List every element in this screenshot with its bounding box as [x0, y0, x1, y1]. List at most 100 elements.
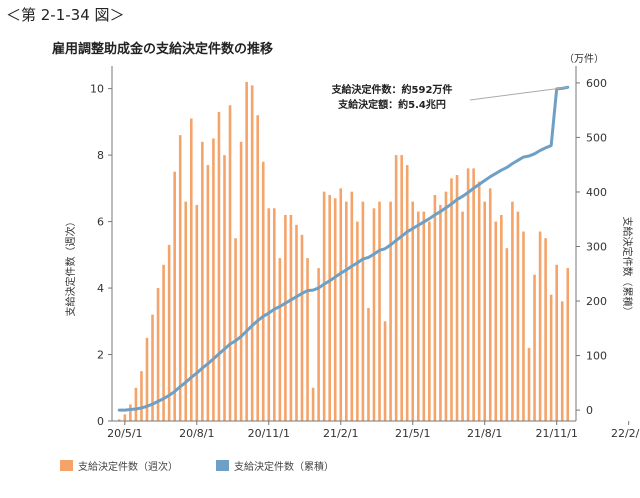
- bar: [361, 201, 365, 421]
- bar: [378, 201, 381, 421]
- bar: [367, 307, 370, 421]
- bar: [345, 201, 348, 421]
- bar: [389, 201, 392, 421]
- y-left-tick-label: 4: [97, 282, 104, 295]
- bar: [178, 135, 182, 421]
- y-right-tick-label: 100: [586, 350, 607, 363]
- x-tick-label: 21/2/1: [323, 427, 358, 440]
- bar: [450, 178, 453, 421]
- bar: [333, 198, 337, 421]
- bar: [472, 168, 475, 421]
- bar: [461, 211, 464, 421]
- y-left-tick-label: 10: [90, 83, 104, 96]
- bar: [439, 204, 442, 421]
- bar: [527, 347, 531, 421]
- bar: [544, 238, 547, 421]
- bar: [273, 208, 276, 421]
- bar: [278, 258, 282, 421]
- bar: [234, 238, 237, 421]
- bar: [339, 188, 343, 421]
- bar: [195, 204, 199, 421]
- y-left-tick-label: 2: [97, 349, 104, 362]
- bar: [134, 387, 138, 421]
- bar: [533, 274, 536, 421]
- figure-label: ＜第 2-1-34 図＞: [6, 6, 125, 24]
- x-tick-label: 21/8/1: [467, 427, 502, 440]
- bar: [505, 248, 509, 421]
- bar: [560, 301, 564, 421]
- legend-label-cumulative: 支給決定件数（累積）: [234, 462, 334, 473]
- legend-item-cumulative: 支給決定件数（累積）: [216, 458, 334, 473]
- bar: [383, 321, 387, 421]
- bar: [394, 155, 398, 421]
- y-right-tick-label: 300: [586, 241, 607, 254]
- y-right-tick-label: 200: [586, 295, 607, 308]
- bar: [256, 115, 260, 422]
- bar: [167, 244, 171, 421]
- x-tick-label: 20/11/1: [248, 427, 290, 440]
- bar-series: [118, 81, 570, 422]
- bar: [261, 161, 265, 422]
- y-left-tick-label: 8: [97, 149, 104, 162]
- y-right-tick-label: 500: [586, 131, 607, 144]
- bar: [189, 118, 193, 421]
- bar: [433, 194, 437, 421]
- bar: [516, 211, 520, 421]
- legend-swatch-cumulative: [216, 460, 229, 471]
- bar: [151, 314, 154, 421]
- annotation-leader: [469, 86, 568, 101]
- bar: [422, 211, 426, 421]
- legend-item-weekly: 支給決定件数（週次）: [60, 458, 178, 473]
- bar: [245, 81, 248, 421]
- bar: [350, 191, 354, 421]
- bar: [206, 165, 210, 421]
- bar: [555, 264, 558, 421]
- bar: [212, 138, 215, 422]
- y-right-tick-label: 0: [586, 404, 593, 417]
- bar: [129, 404, 132, 421]
- y-right-unit: （万件）: [564, 53, 604, 65]
- axes: [108, 66, 630, 425]
- bar: [223, 155, 226, 421]
- legend-swatch-weekly: [60, 460, 73, 471]
- bar: [483, 201, 487, 421]
- bar: [140, 371, 143, 421]
- bar: [405, 165, 409, 421]
- bar: [538, 231, 542, 421]
- y-right-tick-label: 400: [586, 186, 607, 199]
- bar: [201, 141, 204, 422]
- bar: [328, 194, 331, 421]
- bar: [228, 105, 232, 422]
- x-tick-label: 20/8/1: [179, 427, 214, 440]
- bar: [123, 414, 127, 421]
- bar: [289, 214, 293, 421]
- bar: [455, 175, 459, 421]
- bar: [549, 294, 553, 421]
- bar: [372, 208, 376, 421]
- bar: [300, 234, 304, 421]
- y-left-label: 支給決定件数（週次）: [64, 217, 77, 317]
- bar: [322, 191, 326, 421]
- bar: [444, 191, 448, 421]
- bar: [317, 268, 320, 421]
- annotation-text: 支給決定件数：約592万件: [331, 83, 453, 96]
- bar: [416, 211, 420, 421]
- bar: [356, 221, 359, 421]
- bar: [494, 221, 498, 421]
- bar: [145, 337, 149, 421]
- bar: [466, 168, 470, 421]
- bar: [217, 111, 221, 421]
- annotation-box: [314, 78, 470, 114]
- bar: [284, 214, 287, 421]
- bar: [250, 85, 254, 422]
- cumulative-line: [117, 85, 570, 412]
- bar: [295, 224, 298, 421]
- bar: [173, 171, 176, 421]
- bar: [162, 264, 165, 421]
- y-left-tick-label: 6: [97, 216, 104, 229]
- legend-label-weekly: 支給決定件数（週次）: [78, 462, 178, 473]
- bar: [522, 231, 525, 421]
- annotation-text: 支給決定額：約5.4兆円: [337, 98, 446, 111]
- line-series: [117, 85, 570, 412]
- bar: [428, 221, 431, 421]
